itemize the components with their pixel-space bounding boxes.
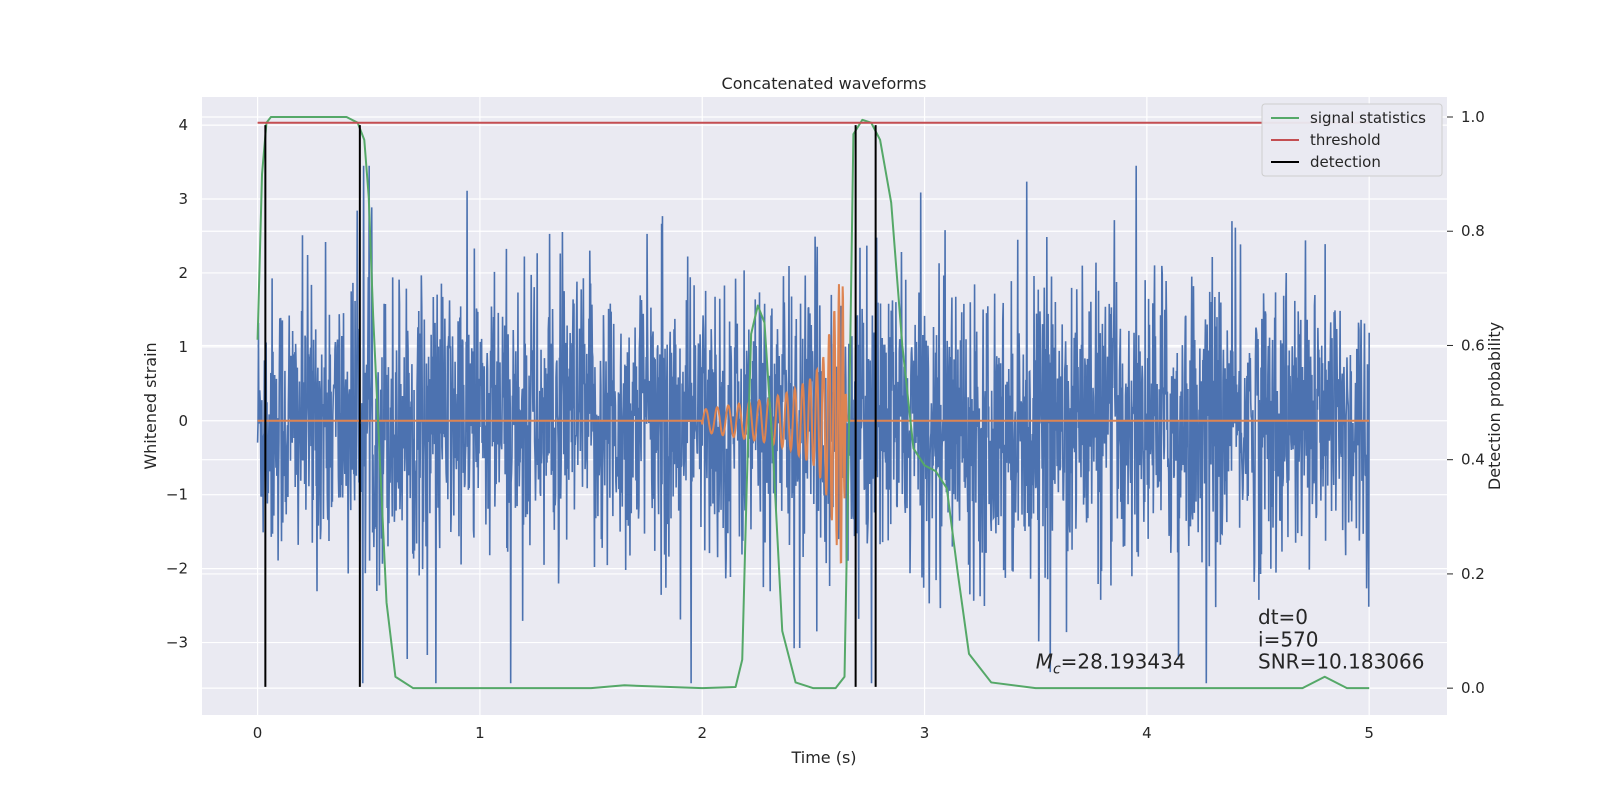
- legend-label: detection: [1310, 153, 1381, 171]
- y2-tick-label: 1.0: [1461, 108, 1485, 126]
- annotation-mc: Mc=28.193434: [1036, 649, 1186, 677]
- legend: signal statistics threshold detection: [1261, 103, 1443, 177]
- axes-layer: 0 1 2 3 4 5 −3 −2 −1 0 1 2 3 4 0.0 0.2 0.4 0.6 0.8 1.0: [166, 108, 1485, 742]
- y-tick-label: 3: [178, 190, 188, 208]
- x-tick-label: 5: [1364, 724, 1374, 742]
- y-tick-label: 4: [178, 116, 188, 134]
- y2-tick-label: 0.6: [1461, 336, 1485, 354]
- chart-title: Concatenated waveforms: [722, 74, 927, 93]
- y2-tick-label: 0.8: [1461, 222, 1485, 240]
- y-axis-label: Whitened strain: [141, 342, 160, 469]
- signal-statistics-line: [256, 115, 1370, 690]
- y-tick-label: 1: [178, 338, 188, 356]
- y-tick-label: 0: [178, 412, 188, 430]
- y2-axis-label: Detection probability: [1485, 322, 1504, 490]
- x-axis-label: Time (s): [790, 748, 856, 767]
- y-tick-label: −1: [166, 486, 188, 504]
- y-tick-label: −2: [166, 560, 188, 578]
- legend-label: threshold: [1310, 131, 1381, 149]
- annotation-snr: SNR=10.183066: [1258, 649, 1424, 673]
- legend-box: [1261, 103, 1443, 177]
- legend-label: signal statistics: [1310, 109, 1426, 127]
- x-tick-label: 4: [1142, 724, 1152, 742]
- x-tick-label: 2: [697, 724, 707, 742]
- noisy-strain-line: [256, 165, 1370, 684]
- x-tick-label: 0: [253, 724, 263, 742]
- y2-tick-label: 0.4: [1461, 451, 1485, 469]
- y2-tick-label: 0.0: [1461, 679, 1485, 697]
- annotation-i: i=570: [1258, 627, 1319, 651]
- x-tick-label: 3: [920, 724, 930, 742]
- annotation-dt: dt=0: [1258, 605, 1308, 629]
- injected-waveform-line: [257, 284, 1370, 564]
- y2-tick-label: 0.2: [1461, 565, 1485, 583]
- x-tick-label: 1: [475, 724, 485, 742]
- series-layer: [256, 115, 1370, 690]
- y-tick-label: −3: [166, 634, 188, 652]
- y-tick-label: 2: [178, 264, 188, 282]
